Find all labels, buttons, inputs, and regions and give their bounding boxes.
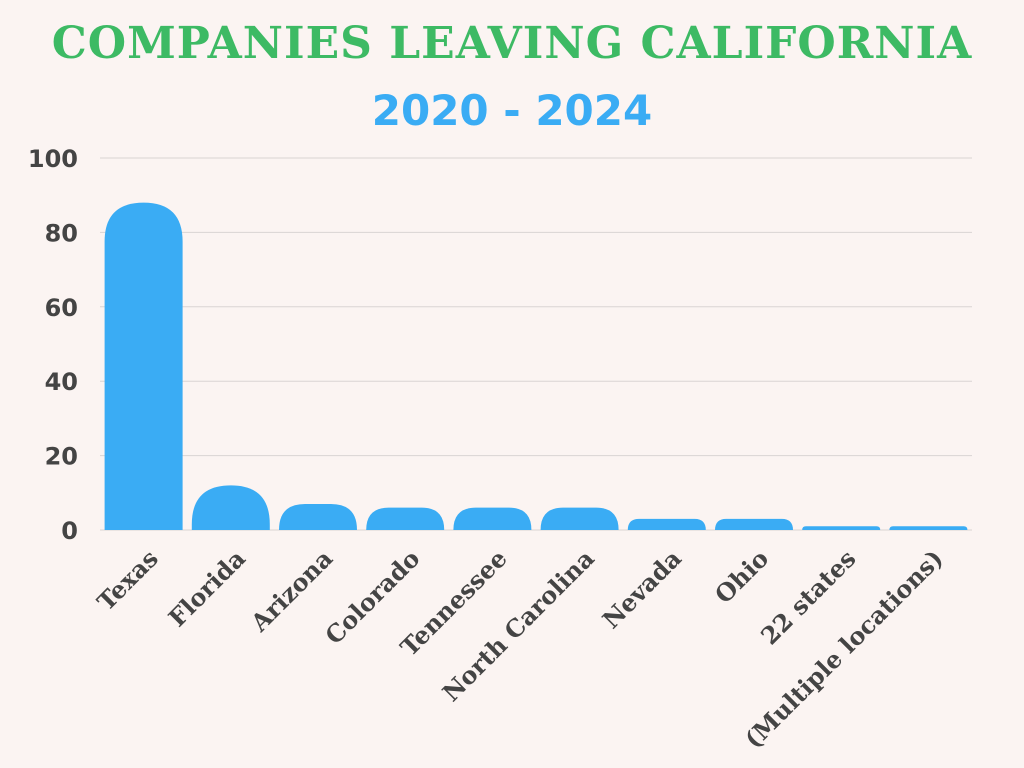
y-tick-label: 20 <box>45 443 78 471</box>
bar-multiple-locations <box>889 526 968 530</box>
bar-22-states <box>802 526 881 530</box>
bar-nevada <box>627 518 706 530</box>
x-tick-label: Texas <box>91 544 164 617</box>
bar-arizona <box>279 503 357 530</box>
bar-texas <box>104 202 183 530</box>
bar-florida <box>191 485 270 530</box>
y-tick-label: 0 <box>61 517 78 545</box>
x-tick-label: Ohio <box>709 544 774 609</box>
y-tick-label: 80 <box>45 219 78 247</box>
bar-tennessee <box>453 507 532 530</box>
y-tick-label: 60 <box>45 294 78 322</box>
bar-north-carolina <box>540 507 619 530</box>
y-tick-label: 100 <box>28 145 78 173</box>
x-tick-label: North Carolina <box>436 544 599 707</box>
x-tick-label: Florida <box>162 544 251 633</box>
chart-title: COMPANIES LEAVING CALIFORNIA <box>51 18 973 69</box>
bar-colorado <box>366 507 445 530</box>
x-tick-label: Nevada <box>596 544 687 635</box>
y-tick-label: 40 <box>45 368 78 396</box>
chart-subtitle: 2020 - 2024 <box>371 86 653 135</box>
bar-ohio <box>715 518 793 530</box>
